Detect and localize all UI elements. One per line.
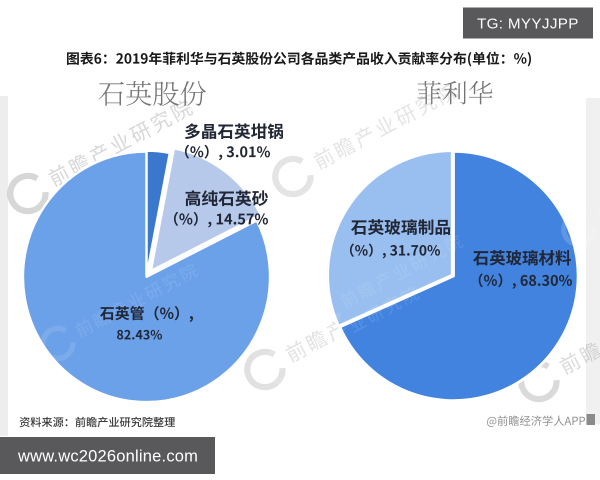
svg-text:www.wc2026online.com: www.wc2026online.com xyxy=(17,448,198,466)
svg-text:TG: MYYJJPP: TG: MYYJJPP xyxy=(477,16,579,33)
